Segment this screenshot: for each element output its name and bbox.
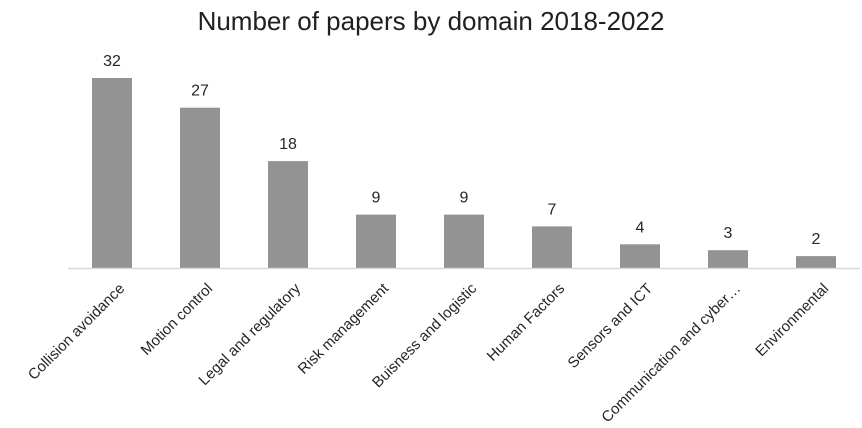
data-label-2: 18: [279, 136, 297, 153]
bar-0: [92, 78, 132, 268]
data-label-8: 2: [812, 231, 821, 248]
bar-4: [444, 214, 484, 268]
x-tick-label-3: Risk management: [295, 280, 393, 378]
bar-2: [268, 161, 308, 268]
x-tick-label-5: Human Factors: [484, 280, 569, 365]
x-tick-label-1: Motion control: [138, 280, 217, 359]
x-tick-label-0: Collision avoidance: [25, 280, 128, 383]
data-label-6: 4: [636, 219, 645, 236]
x-tick-label-6: Sensors and ICT: [565, 280, 657, 372]
chart-title: Number of papers by domain 2018-2022: [197, 6, 665, 36]
data-label-0: 32: [103, 53, 121, 70]
bar-5: [532, 226, 572, 268]
data-label-5: 7: [548, 201, 557, 218]
bar-6: [620, 244, 660, 269]
data-label-3: 9: [372, 190, 381, 207]
data-label-4: 9: [460, 190, 469, 207]
bar-3: [356, 214, 396, 268]
bar-1: [180, 107, 220, 268]
x-tick-label-8: Environmental: [752, 280, 832, 360]
bar-7: [708, 250, 748, 268]
data-label-7: 3: [724, 225, 733, 242]
x-tick-label-7: Communication and cyber…: [598, 280, 744, 426]
data-label-1: 27: [191, 83, 209, 100]
bar-8: [796, 256, 836, 268]
bars-layer: [92, 78, 836, 269]
